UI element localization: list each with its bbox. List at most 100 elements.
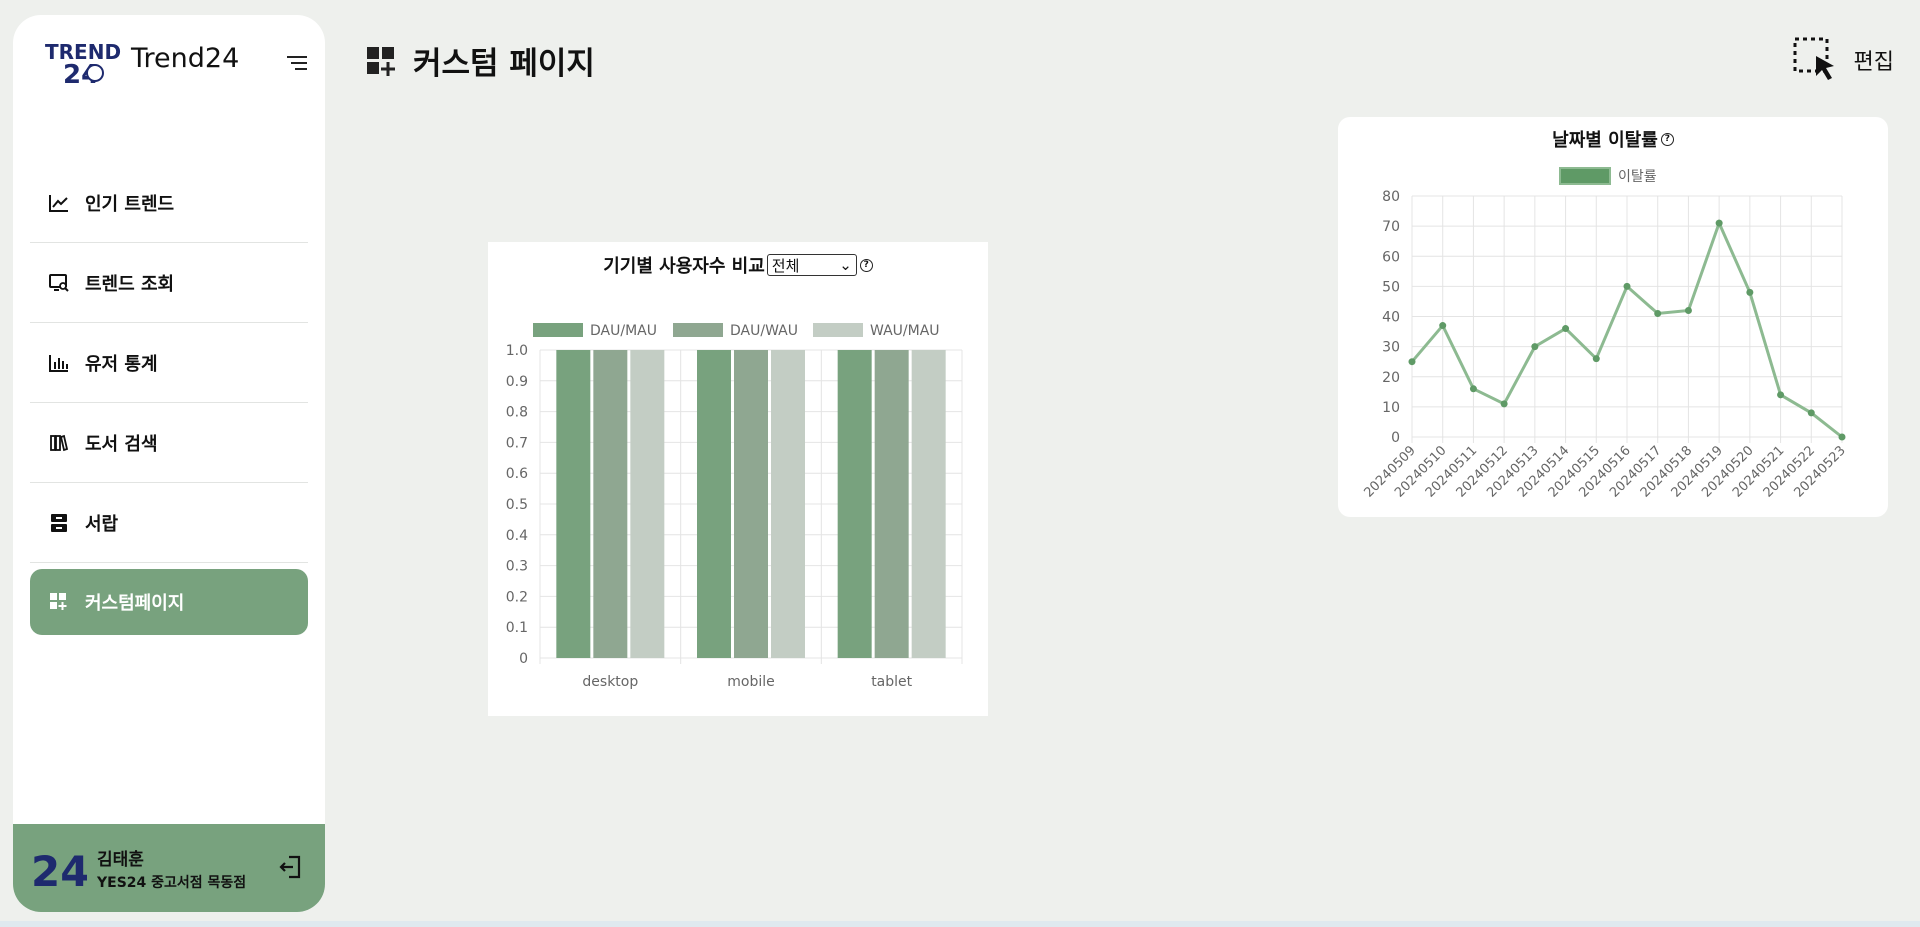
legend-swatch: [533, 323, 583, 337]
legend-label: DAU/WAU: [730, 323, 798, 339]
profile-store: YES24 중고서점 목동점: [97, 874, 247, 891]
y-tick-label: 0.7: [506, 435, 528, 451]
bar: [734, 350, 768, 658]
sidebar-item-label: 서랍: [85, 513, 119, 535]
chart-title: 기기별 사용자수 비교: [603, 256, 765, 277]
sidebar-item-label: 커스텀페이지: [85, 593, 185, 614]
data-point: [1531, 343, 1539, 351]
data-point: [1807, 409, 1815, 417]
drawer-icon: [47, 511, 71, 535]
data-point: [1623, 282, 1631, 290]
sidebar-item-book-search[interactable]: 도서 검색: [30, 403, 308, 483]
legend-label: 이탈률: [1618, 169, 1657, 185]
data-point: [1715, 219, 1723, 227]
y-tick-label: 0: [1391, 430, 1400, 446]
y-tick-label: 70: [1382, 219, 1400, 235]
data-point: [1777, 391, 1785, 399]
data-point: [1684, 306, 1692, 314]
monitor-search-icon: [47, 271, 71, 295]
data-point: [1838, 433, 1846, 441]
sidebar-item-label: 유저 통계: [85, 353, 158, 375]
bar: [697, 350, 731, 658]
sidebar: TREND 24 Trend24 인기 트렌드 트렌드 조회 유저 통계: [13, 15, 325, 912]
trend24-logo: TREND 24: [45, 40, 121, 85]
bar: [837, 350, 872, 658]
x-tick-label: tablet: [871, 674, 912, 690]
y-tick-label: 0.9: [506, 374, 528, 390]
bar-chart: DAU/MAU DAU/WAU WAU/MAU 0 0.1 0.2 0.3 0.4 0.5 0.6…: [506, 323, 963, 690]
y-tick-label: 0.1: [506, 620, 528, 636]
y-tick-label: 30: [1382, 340, 1400, 356]
svg-text:24: 24: [31, 847, 87, 892]
trend-line-icon: [47, 191, 71, 215]
y-tick-label: 0.2: [506, 589, 528, 605]
logout-icon[interactable]: [277, 853, 305, 881]
y-tick-label: 0.6: [506, 466, 528, 482]
y-tick-label: 80: [1382, 189, 1400, 205]
data-point: [1562, 325, 1570, 333]
y-tick-label: 0.8: [506, 405, 528, 421]
chart-title-row: 기기별 사용자수 비교 전체 ⌄ ?: [488, 252, 988, 278]
chevron-down-icon: ⌄: [839, 256, 852, 274]
sidebar-item-popular-trend[interactable]: 인기 트렌드: [30, 163, 308, 243]
legend-label: WAU/MAU: [870, 323, 940, 339]
bar: [593, 350, 628, 658]
chart-title: 날짜별 이탈률: [1552, 130, 1658, 151]
help-icon[interactable]: ?: [1660, 132, 1674, 146]
edit-label: 편집: [1853, 50, 1894, 75]
data-point: [1408, 358, 1416, 366]
select-cursor-icon: [1793, 37, 1834, 80]
churn-rate-card: 날짜별 이탈률 ? 이탈률 0 10 20 30 40 50 60 70 80 20240509 20…: [1338, 117, 1888, 517]
bottom-scrollbar: [0, 921, 1920, 927]
y-tick-label: 40: [1382, 310, 1400, 326]
bar: [874, 350, 909, 658]
page-title: 커스텀 페이지: [413, 46, 595, 82]
avatar: 24: [31, 847, 87, 892]
svg-text:TREND: TREND: [45, 40, 121, 64]
y-tick-label: 10: [1382, 400, 1400, 416]
line-chart: 이탈률0102030405060708020240509202405102024…: [1361, 167, 1849, 501]
sidebar-item-custom-page[interactable]: 커스텀페이지: [30, 569, 308, 635]
data-point: [1500, 400, 1508, 408]
x-tick-label: desktop: [582, 674, 638, 690]
y-tick-label: 20: [1382, 370, 1400, 386]
page-header: 커스텀 페이지: [365, 38, 595, 83]
sidebar-item-label: 도서 검색: [85, 433, 158, 455]
x-tick-label: mobile: [727, 674, 774, 690]
profile-name: 김태훈: [97, 849, 144, 870]
device-users-card: 기기별 사용자수 비교 전체 ⌄ ? DAU/MAU DAU/WAU WAU/MAU…: [488, 242, 988, 716]
bar: [630, 350, 665, 658]
sidebar-item-user-stats[interactable]: 유저 통계: [30, 323, 308, 403]
bar: [556, 350, 591, 658]
select-value: 전체: [771, 256, 800, 275]
data-point: [1469, 385, 1477, 393]
sidebar-item-label: 트렌드 조회: [85, 273, 175, 295]
help-icon[interactable]: ?: [859, 258, 873, 272]
sidebar-nav: 인기 트렌드 트렌드 조회 유저 통계 도서 검색 서랍: [30, 163, 308, 635]
brand[interactable]: TREND 24 Trend24: [43, 37, 239, 85]
y-tick-label: 0.3: [506, 559, 528, 575]
y-tick-label: 0.5: [506, 497, 528, 513]
app-name: Trend24: [131, 42, 240, 74]
legend-label: DAU/MAU: [590, 323, 657, 339]
data-point: [1439, 322, 1447, 330]
bar: [771, 350, 805, 658]
legend-swatch: [673, 323, 723, 337]
legend-swatch: [813, 323, 863, 337]
sidebar-item-drawer[interactable]: 서랍: [30, 483, 308, 563]
menu-toggle-icon[interactable]: [283, 51, 311, 75]
bar-stats-icon: [47, 351, 71, 375]
dashboard-add-icon: [367, 46, 395, 76]
sidebar-item-trend-search[interactable]: 트렌드 조회: [30, 243, 308, 323]
y-tick-label: 1.0: [506, 343, 528, 359]
legend-swatch: [1559, 167, 1611, 185]
sidebar-item-label: 인기 트렌드: [85, 193, 175, 215]
profile-panel: 24 김태훈 YES24 중고서점 목동점: [13, 824, 325, 912]
data-point: [1746, 288, 1754, 296]
data-point: [1654, 309, 1662, 317]
bar: [911, 350, 946, 658]
edit-button[interactable]: 편집: [1792, 36, 1894, 84]
y-tick-label: 60: [1382, 249, 1400, 265]
dashboard-add-icon: [47, 590, 71, 614]
device-filter-select[interactable]: 전체 ⌄: [766, 254, 857, 276]
